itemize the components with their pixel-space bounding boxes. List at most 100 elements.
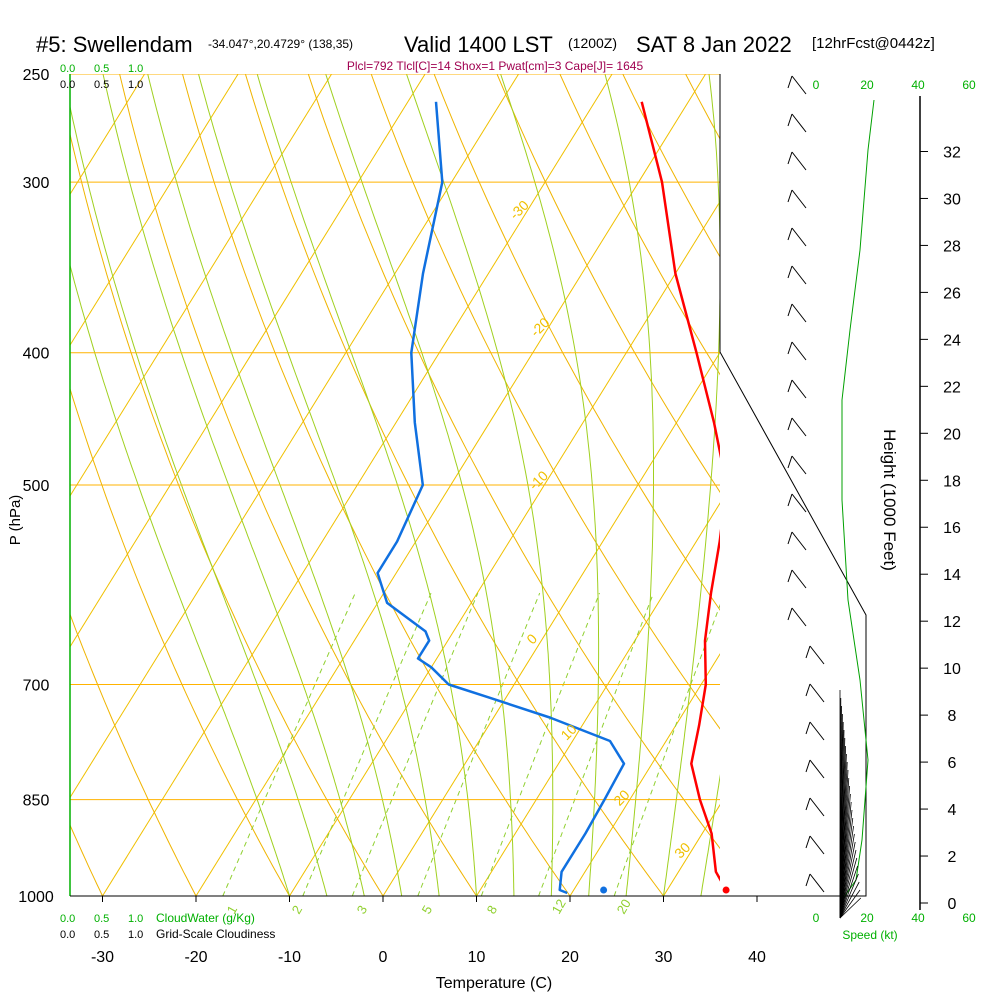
surface-markers — [600, 886, 730, 894]
isotherm-line — [70, 74, 239, 347]
wind-speed-bottom-0: 0 — [813, 911, 820, 925]
moist-adiabat-line — [256, 74, 477, 896]
sounding-series — [376, 101, 720, 895]
cloud-scale-top-2: 1.0 — [128, 63, 143, 75]
moist-adiabat-line — [198, 74, 440, 896]
wind-barb-low — [839, 873, 859, 919]
pressure-tick-label: 700 — [23, 678, 50, 695]
wind-barb — [791, 417, 807, 437]
wind-barb — [809, 873, 825, 893]
height-tick-label: 8 — [948, 708, 957, 725]
cloud-scale-bottom-1: 0.5 — [94, 913, 109, 925]
surface-temperature-marker — [722, 886, 730, 894]
height-tick-label: 12 — [943, 614, 961, 631]
wind-barb-flag — [787, 341, 793, 355]
wind-barb — [791, 607, 807, 627]
wind-barb — [791, 379, 807, 399]
pressure-tick-label: 500 — [23, 478, 50, 495]
wind-barb-flag — [805, 645, 811, 659]
wind-barb-low — [839, 849, 857, 919]
wind-barb — [809, 683, 825, 703]
height-tick-label: 20 — [943, 426, 961, 443]
dry-adiabat-line — [370, 74, 720, 730]
mixing-ratio-label: 12 — [549, 896, 569, 916]
mixing-ratio-label: 8 — [484, 903, 501, 917]
moist-adiabat-line — [70, 263, 290, 896]
wind-barb — [791, 75, 807, 95]
wind-barb-flag — [787, 265, 793, 279]
wind-barb-flag — [787, 607, 793, 621]
wind-barb — [791, 113, 807, 133]
isotherm-label: 10 — [557, 721, 579, 743]
wind-speed-top-1: 20 — [860, 78, 874, 92]
temperature-line — [640, 101, 720, 882]
dewpoint-line — [376, 101, 626, 895]
valid-date: SAT 8 Jan 2022 — [636, 32, 792, 57]
wind-barb-flag — [787, 531, 793, 545]
wind-barb-flag — [805, 873, 811, 887]
height-tick-label: 6 — [948, 755, 957, 772]
wind-barb-flag — [787, 151, 793, 165]
isotherm-line — [476, 502, 720, 896]
mixing-ratio-label: 3 — [354, 903, 371, 917]
dry-adiabat-line — [496, 74, 720, 493]
mixing-ratio-lines — [222, 592, 720, 896]
mixing-ratio-label: 20 — [614, 896, 634, 916]
wind-speed-label: Speed (kt) — [842, 928, 897, 942]
wind-barb-low — [839, 889, 861, 919]
wind-barb — [791, 189, 807, 209]
dry-adiabat-line — [119, 74, 477, 896]
wind-barb — [791, 303, 807, 323]
mixing-ratio-line — [302, 592, 432, 896]
moist-adiabat-line — [102, 74, 365, 896]
moist-adiabat-line — [147, 74, 403, 896]
dry-adiabat-lines — [70, 74, 720, 896]
dry-adiabat-line — [70, 132, 384, 896]
wind-barb — [791, 493, 807, 513]
mixing-ratio-line — [613, 603, 720, 896]
height-tick-label: 26 — [943, 285, 961, 302]
height-axis-label: Height (1000 Feet) — [880, 429, 899, 571]
dry-adiabat-line — [244, 74, 664, 896]
wind-barb — [791, 227, 807, 247]
isobar-lines — [70, 74, 720, 896]
isotherm-label: 0 — [523, 630, 540, 647]
wind-barb-flag — [787, 569, 793, 583]
wind-barb-flag — [787, 189, 793, 203]
pressure-tick-label: 850 — [23, 793, 50, 810]
x-tick-label: 10 — [468, 949, 486, 966]
cloud-scale-bottom-2: 1.0 — [128, 913, 143, 925]
isotherm-label: 20 — [610, 786, 632, 808]
isotherm-label: 30 — [671, 839, 693, 861]
height-tick-label: 18 — [943, 473, 961, 490]
x-tick-label: -10 — [278, 949, 301, 966]
x-tick-label: 40 — [748, 949, 766, 966]
wind-speed-top-2: 40 — [911, 78, 925, 92]
height-tick-label: 2 — [948, 849, 957, 866]
cloudiness-label: Grid-Scale Cloudiness — [156, 927, 275, 941]
isotherm-label: -30 — [506, 197, 532, 223]
cloudwater-label: CloudWater (g/Kg) — [156, 911, 255, 925]
cloud-scale-top-1: 0.5 — [94, 63, 109, 75]
mixing-ratio-label: 2 — [289, 903, 306, 917]
wind-barb-flag — [805, 683, 811, 697]
height-tick-label: 14 — [943, 567, 961, 584]
cloudiness-scale-bottom-0: 0.0 — [60, 929, 75, 941]
moist-adiabat-line — [604, 74, 654, 896]
dry-adiabat-line — [433, 74, 720, 611]
wind-barb-low — [839, 897, 862, 919]
x-tick-label: -20 — [184, 949, 207, 966]
isotherm-line — [851, 74, 1000, 896]
cloudiness-scale-bottom-2: 1.0 — [128, 929, 143, 941]
sounding-indices: Plcl=792 Tlcl[C]=14 Shox=1 Pwat[cm]=3 Ca… — [347, 59, 644, 73]
wind-barbs-panel — [787, 75, 875, 919]
wind-barb-flag — [787, 379, 793, 393]
dry-adiabat-line — [182, 74, 571, 896]
wind-barb — [809, 759, 825, 779]
isotherm-label: -10 — [525, 467, 551, 493]
dry-adiabat-line — [307, 74, 720, 850]
pressure-axis: 250 300 400 500 700 850 1000 — [18, 67, 54, 906]
